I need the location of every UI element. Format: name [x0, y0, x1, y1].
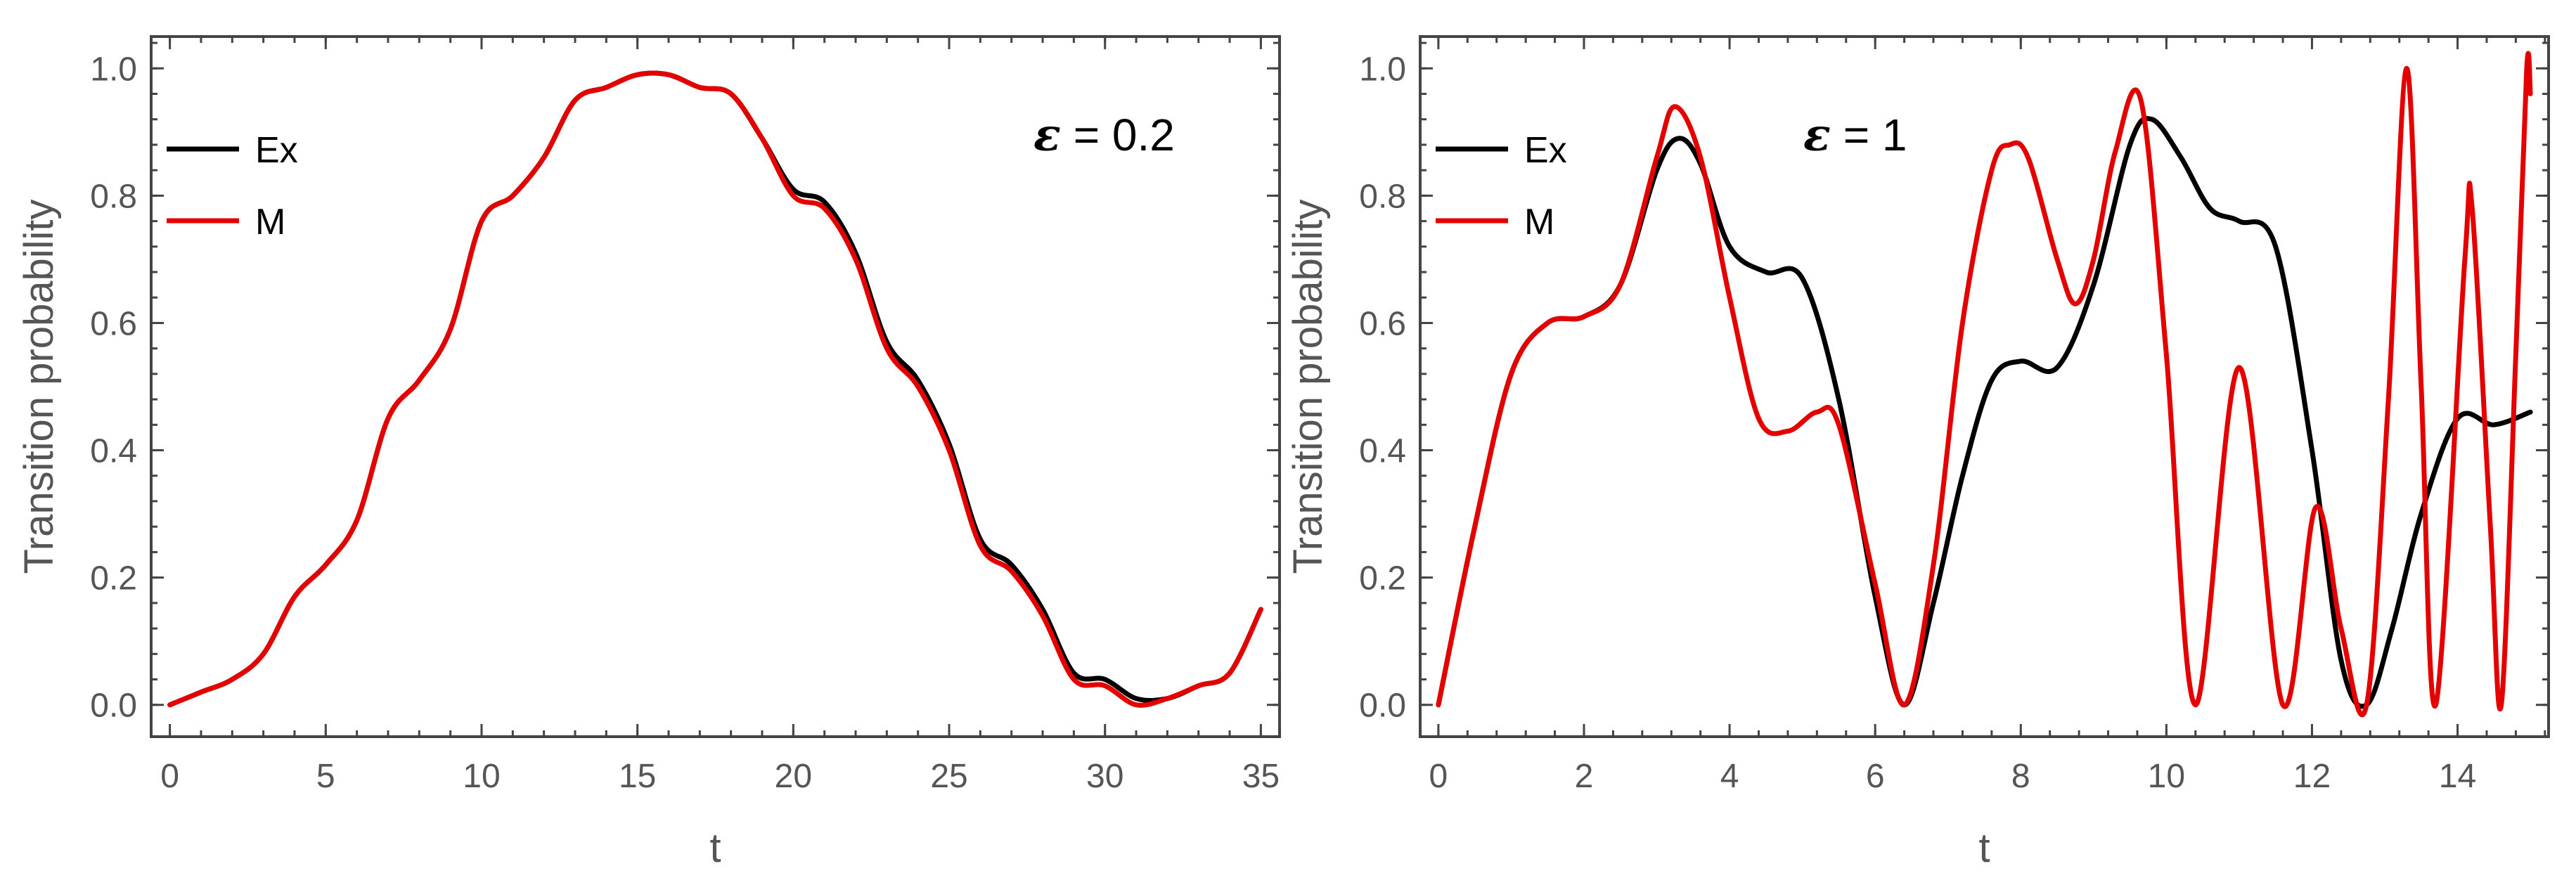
legend: Ex M [167, 130, 298, 243]
x-tick-label: 4 [1720, 758, 1739, 795]
series-line-ex [167, 70, 1263, 708]
x-tick-label: 0 [160, 758, 179, 795]
x-tick-label: 6 [1866, 758, 1885, 795]
x-tick-label: 35 [1242, 758, 1280, 795]
x-tick-label: 5 [316, 758, 335, 795]
epsilon-annotation: ε = 1 [1803, 109, 1907, 162]
y-tick-label: 0.4 [1359, 433, 1406, 470]
epsilon-symbol: ε [1803, 109, 1831, 162]
legend-label-m: M [255, 202, 285, 243]
legend-label-ex: Ex [255, 130, 298, 171]
y-tick-label: 1.0 [90, 51, 137, 88]
x-tick-label: 10 [463, 758, 500, 795]
epsilon-annotation: ε = 0.2 [1033, 109, 1175, 162]
y-axis-label: Transition probability [16, 200, 62, 574]
x-tick-label: 30 [1086, 758, 1123, 795]
y-tick-label: 0.4 [90, 433, 137, 470]
y-tick-label: 0.8 [1359, 178, 1406, 215]
x-tick-label: 2 [1575, 758, 1594, 795]
chart-panel-2: 0 2 4 6 8 10 12 14 0.0 0.2 0.4 0.6 0.8 1.0 t Transition… [1285, 35, 2550, 871]
y-tick-label: 0.0 [90, 687, 137, 725]
chart-panel-1: 0 5 10 15 20 25 30 35 0.0 0.2 0.4 0.6 0.8 1.0 t Transit… [16, 35, 1281, 871]
y-tick-label: 0.8 [90, 178, 137, 215]
x-tick-label: 0 [1429, 758, 1448, 795]
epsilon-symbol: ε [1033, 109, 1061, 162]
legend-label-ex: Ex [1524, 130, 1567, 171]
legend: Ex M [1436, 130, 1567, 243]
x-tick-label: 12 [2293, 758, 2331, 795]
x-tick-label: 8 [2011, 758, 2030, 795]
epsilon-value: = 1 [1831, 110, 1907, 160]
x-axis-label: t [1978, 825, 1990, 871]
plot-frame [150, 35, 1281, 738]
x-tick-label: 10 [2148, 758, 2185, 795]
x-tick-label: 20 [775, 758, 812, 795]
series-line-m [1436, 51, 2533, 718]
x-axis-label: t [709, 825, 721, 871]
plot-frame [1419, 35, 2550, 738]
y-tick-label: 0.6 [90, 305, 137, 342]
x-tick-label: 25 [930, 758, 967, 795]
x-tick-label: 15 [619, 758, 656, 795]
legend-label-m: M [1524, 202, 1554, 243]
y-tick-label: 1.0 [1359, 51, 1406, 88]
series-line-m [167, 70, 1263, 708]
y-tick-label: 0.0 [1359, 687, 1406, 725]
epsilon-value: = 0.2 [1061, 110, 1175, 160]
y-axis-label: Transition probability [1285, 200, 1331, 574]
y-tick-label: 0.6 [1359, 305, 1406, 342]
x-tick-label: 14 [2439, 758, 2476, 795]
y-tick-label: 0.2 [1359, 560, 1406, 597]
y-tick-label: 0.2 [90, 560, 137, 597]
